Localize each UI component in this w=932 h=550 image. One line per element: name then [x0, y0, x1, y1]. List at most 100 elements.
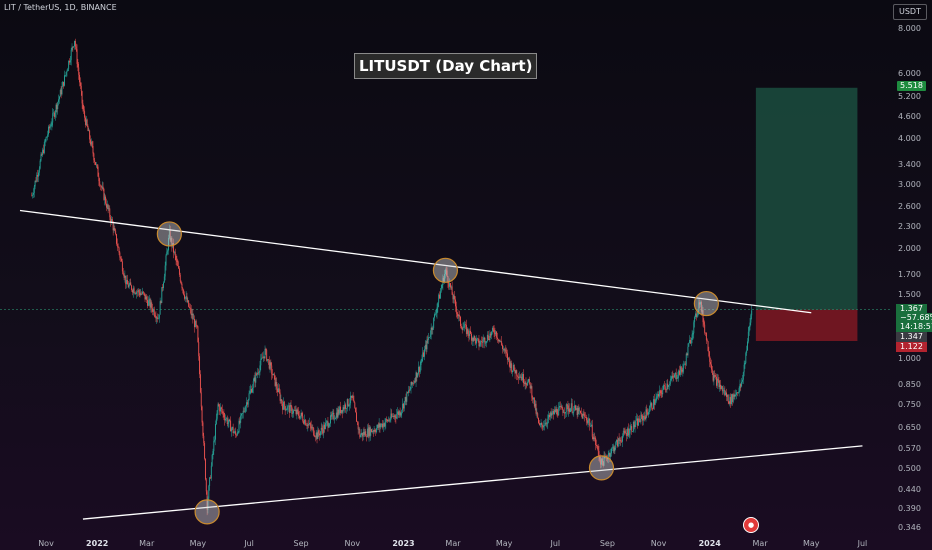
- candle-body: [88, 130, 90, 132]
- candle-body: [239, 420, 241, 423]
- candle-body: [206, 491, 208, 510]
- candle-body: [94, 160, 96, 163]
- candle-body: [722, 390, 724, 392]
- candle-body: [59, 89, 61, 97]
- candle-body: [115, 230, 117, 235]
- candle-body: [483, 337, 485, 340]
- time-tick-label: Mar: [445, 539, 461, 548]
- candle-body: [194, 318, 195, 328]
- candle-body: [549, 414, 550, 418]
- candle-body: [516, 370, 518, 376]
- candle-body: [121, 261, 123, 272]
- candle-body: [632, 421, 634, 432]
- candle-body: [636, 418, 638, 421]
- currency-button[interactable]: USDT: [893, 4, 927, 20]
- candle-body: [318, 430, 320, 434]
- candle-body: [127, 284, 129, 288]
- candle-body: [637, 418, 639, 426]
- candle-body: [342, 407, 344, 413]
- candle-body: [531, 386, 533, 398]
- candle-body: [247, 399, 249, 405]
- candle-body: [139, 292, 141, 296]
- candle-body: [363, 432, 365, 435]
- candle-body: [209, 477, 211, 487]
- candle-body: [701, 310, 703, 312]
- candle-body: [487, 334, 489, 339]
- candle-body: [254, 377, 256, 383]
- candle-body: [684, 363, 686, 365]
- candle-body: [564, 412, 566, 414]
- candle-body: [322, 429, 324, 434]
- candle-body: [403, 401, 405, 409]
- candle-body: [232, 427, 234, 433]
- candle-body: [525, 382, 527, 385]
- candle-body: [60, 89, 62, 95]
- candle-body: [606, 457, 608, 460]
- candle-body: [551, 413, 553, 416]
- candle-body: [671, 375, 673, 379]
- candle-body: [312, 427, 314, 428]
- candle-body: [586, 420, 588, 423]
- candle-body: [269, 362, 271, 369]
- candle-body: [437, 302, 439, 308]
- candle-body: [418, 366, 420, 372]
- candle-body: [211, 454, 213, 466]
- candle-body: [225, 418, 227, 421]
- candle-body: [655, 397, 657, 403]
- candle-body: [255, 373, 257, 383]
- candle-body: [223, 413, 225, 418]
- candle-body: [102, 186, 104, 189]
- candle-body: [452, 294, 454, 300]
- candle-body: [716, 378, 718, 386]
- candle-body: [736, 392, 738, 393]
- candle-body: [308, 423, 310, 425]
- candle-body: [331, 413, 333, 417]
- candle-body: [648, 410, 650, 413]
- candle-body: [366, 436, 367, 438]
- candle-body: [730, 397, 732, 404]
- candle-body: [264, 348, 266, 358]
- tradingview-logo-icon[interactable]: ●: [743, 517, 759, 533]
- candle-body: [178, 266, 180, 269]
- candle-body: [746, 350, 748, 354]
- candle-body: [668, 385, 670, 387]
- candle-body: [152, 308, 154, 312]
- candle-body: [454, 295, 456, 300]
- candle-body: [231, 428, 232, 432]
- candle-body: [580, 410, 581, 414]
- candle-body: [441, 285, 443, 289]
- candle-body: [482, 339, 484, 343]
- candle-body: [198, 342, 200, 357]
- candle-body: [558, 407, 560, 416]
- time-tick-label: Nov: [344, 539, 361, 548]
- candle-body: [520, 376, 522, 378]
- candle-body: [250, 388, 252, 392]
- candle-body: [133, 288, 135, 294]
- candle-body: [71, 46, 73, 50]
- candle-body: [109, 208, 111, 218]
- candle-body: [277, 388, 279, 393]
- candle-body: [47, 134, 49, 137]
- candle-body: [549, 412, 551, 418]
- candle-body: [119, 252, 121, 258]
- candle-body: [296, 409, 298, 415]
- candle-body: [660, 390, 662, 394]
- candle-body: [406, 392, 408, 402]
- candle-body: [268, 359, 270, 369]
- candle-body: [477, 338, 479, 340]
- candle-body: [90, 141, 92, 145]
- candle-body: [709, 355, 711, 362]
- candle-body: [169, 229, 171, 241]
- candle-body: [147, 299, 148, 306]
- candle-body: [57, 102, 59, 110]
- candle-body: [151, 302, 153, 309]
- candle-body: [170, 237, 172, 241]
- candle-body: [69, 60, 70, 63]
- candle-body: [184, 294, 185, 299]
- candle-body: [494, 333, 496, 335]
- candle-body: [305, 424, 307, 426]
- candle-body: [315, 432, 317, 438]
- candle-body: [366, 428, 368, 437]
- candle-body: [436, 307, 438, 314]
